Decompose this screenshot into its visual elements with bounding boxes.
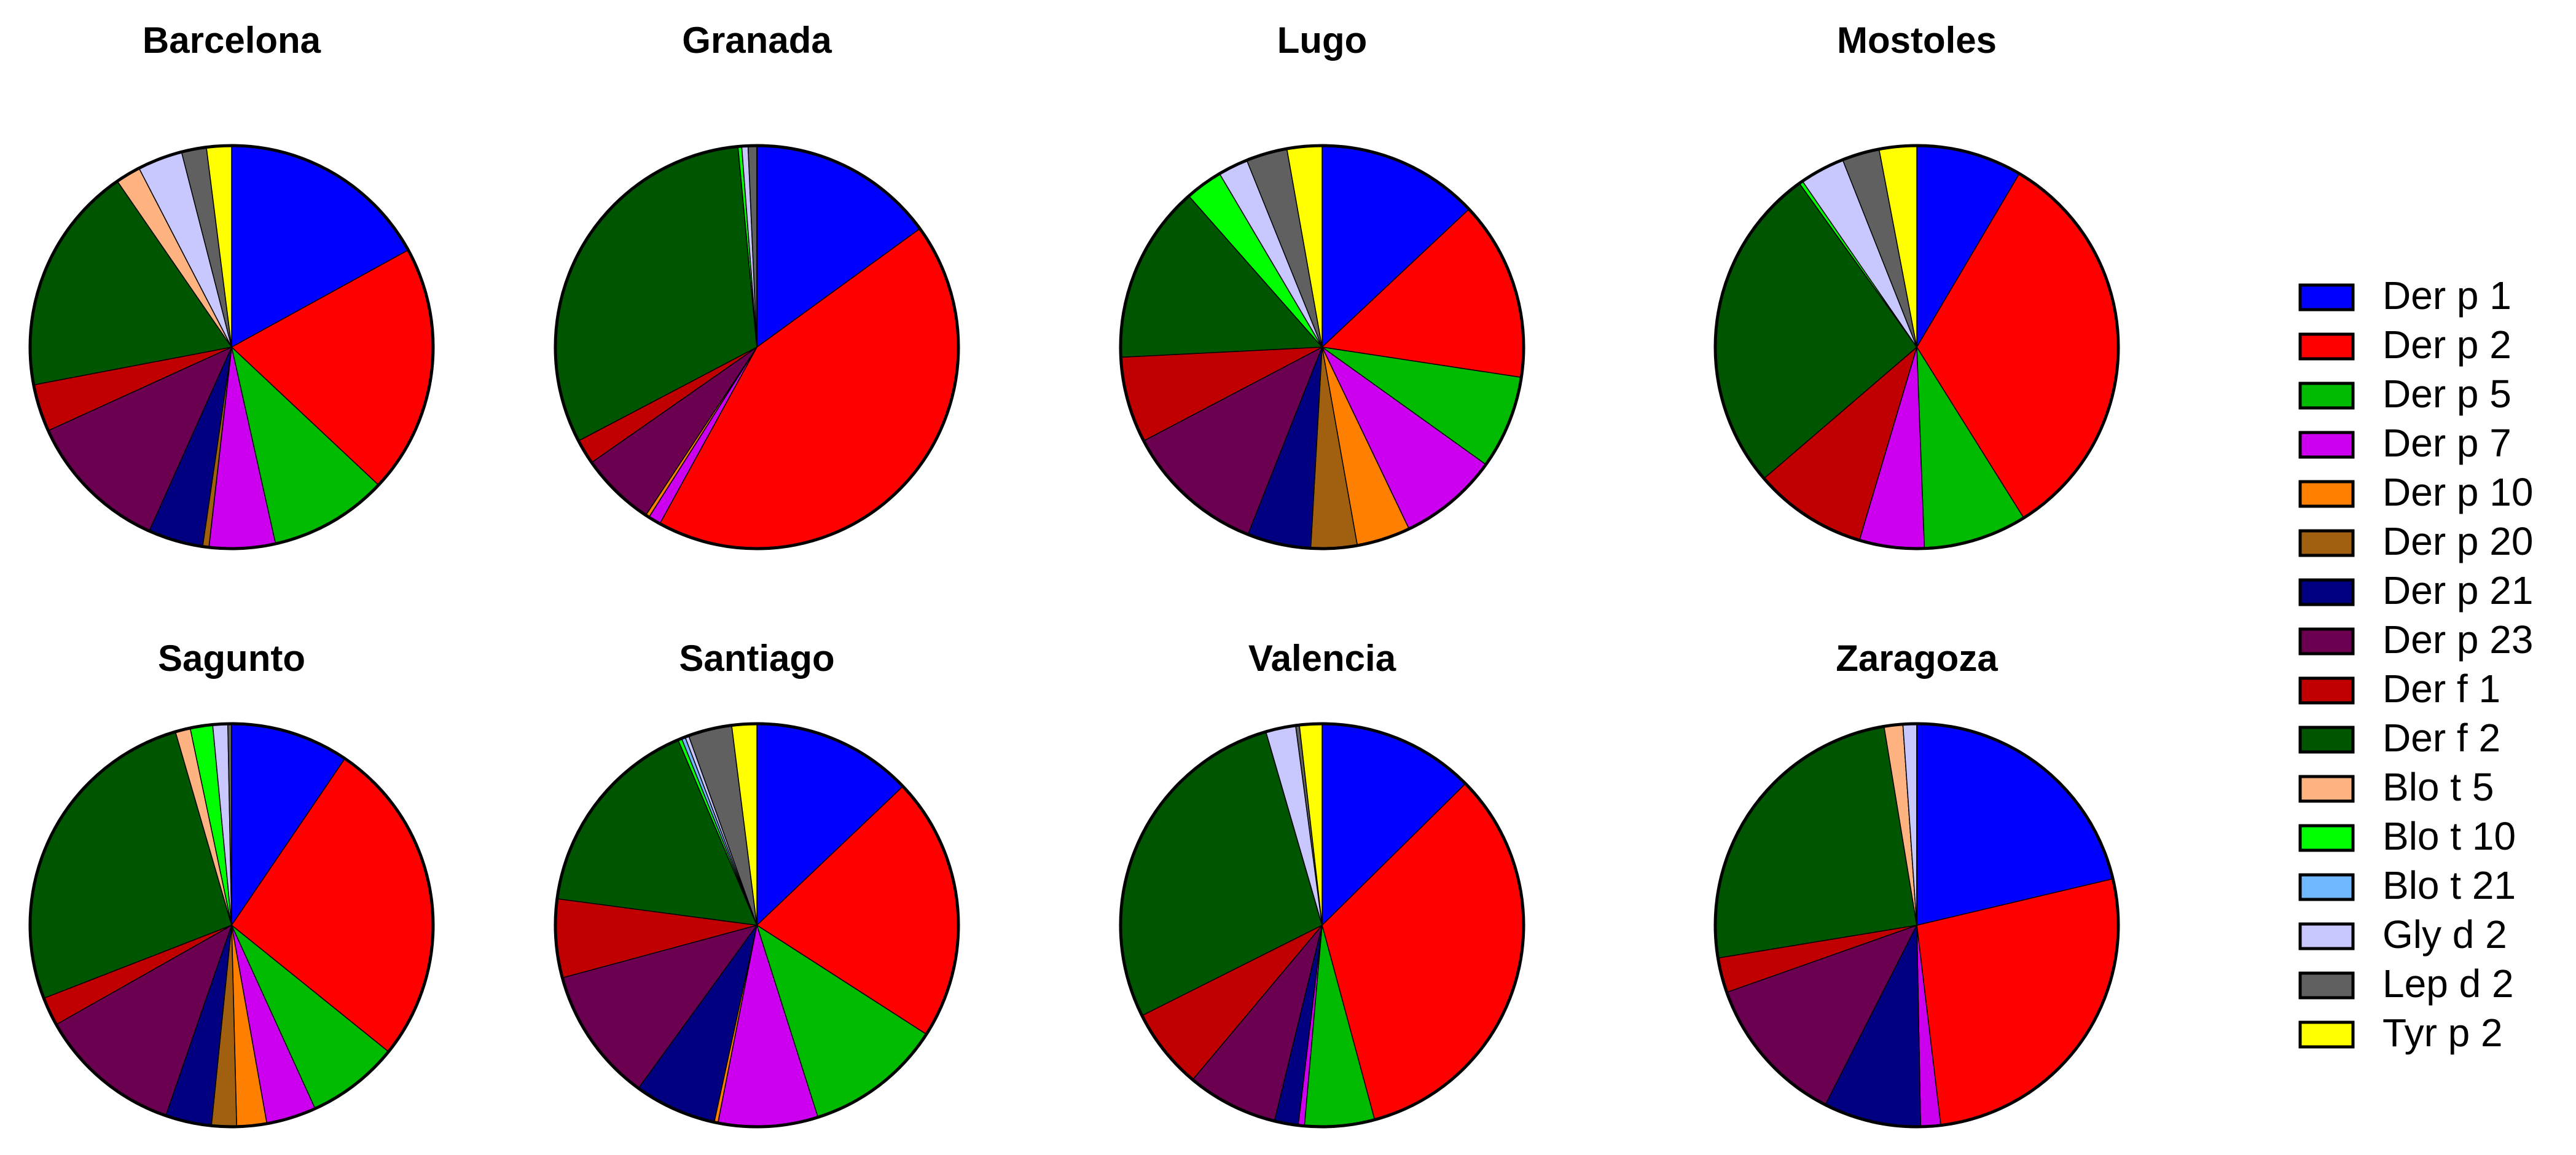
legend-label: Der p 7	[2382, 421, 2511, 465]
pie-chart: Valencia	[1119, 638, 1525, 1129]
legend-label: Blo t 5	[2382, 765, 2494, 809]
pie-chart: Barcelona	[28, 20, 435, 550]
legend-swatch	[2298, 873, 2355, 901]
legend-swatch	[2298, 922, 2355, 950]
pie-chart: Granada	[554, 20, 960, 550]
legend-label: Blo t 21	[2382, 863, 2516, 907]
legend-label: Gly d 2	[2382, 912, 2507, 957]
legend-label: Der p 2	[2382, 323, 2511, 367]
legend-swatch	[2298, 431, 2355, 459]
pie-outline	[554, 144, 960, 550]
legend-swatch	[2298, 775, 2355, 803]
legend-swatch	[2298, 726, 2355, 754]
legend-swatch	[2298, 382, 2355, 410]
legend-swatch	[2298, 283, 2355, 311]
pie-chart: Mostoles	[1713, 20, 2120, 550]
legend-label: Der p 21	[2382, 568, 2533, 613]
legend-label: Der p 5	[2382, 372, 2511, 416]
chart-title: Valencia	[1248, 638, 1396, 679]
legend-swatch	[2298, 824, 2355, 852]
legend-label: Tyr p 2	[2382, 1011, 2503, 1055]
legend-label: Lep d 2	[2382, 961, 2514, 1006]
legend-swatch	[2298, 627, 2355, 656]
pie-chart: Sagunto	[28, 638, 435, 1129]
legend-label: Der p 20	[2382, 519, 2533, 563]
pie-chart: Santiago	[554, 638, 960, 1129]
pie-outline	[1713, 722, 2120, 1129]
chart-title: Barcelona	[143, 20, 321, 61]
chart-title: Sagunto	[158, 638, 305, 679]
legend-swatch	[2298, 332, 2355, 361]
legend-swatch	[2298, 529, 2355, 557]
legend-swatch	[2298, 578, 2355, 606]
chart-title: Granada	[682, 20, 832, 61]
legend-swatch	[2298, 480, 2355, 508]
chart-title: Santiago	[679, 638, 834, 679]
legend-label: Blo t 10	[2382, 814, 2516, 858]
legend-swatch	[2298, 676, 2355, 705]
legend-label: Der p 23	[2382, 617, 2533, 662]
legend: Der p 1 Der p 2 Der p 5 Der p 7 Der p 10 Der …	[2298, 273, 2533, 1055]
pie-chart: Lugo	[1119, 20, 1525, 550]
pie-outline	[554, 722, 960, 1129]
legend-label: Der p 1	[2382, 273, 2511, 318]
pie-outline	[1713, 144, 2120, 550]
legend-label: Der f 2	[2382, 716, 2500, 760]
chart-title: Zaragoza	[1836, 638, 1998, 679]
legend-swatch	[2298, 971, 2355, 1000]
pie-outline	[28, 722, 435, 1129]
chart-title: Mostoles	[1837, 20, 1997, 61]
pie-slice	[1715, 726, 1917, 959]
pie-outline	[28, 144, 435, 550]
legend-swatch	[2298, 1020, 2355, 1049]
legend-label: Der f 1	[2382, 667, 2500, 711]
legend-label: Der p 10	[2382, 470, 2533, 514]
pie-outline	[1119, 722, 1525, 1129]
pie-chart: Zaragoza	[1713, 638, 2120, 1129]
chart-title: Lugo	[1277, 20, 1368, 61]
pie-outline	[1119, 144, 1525, 550]
